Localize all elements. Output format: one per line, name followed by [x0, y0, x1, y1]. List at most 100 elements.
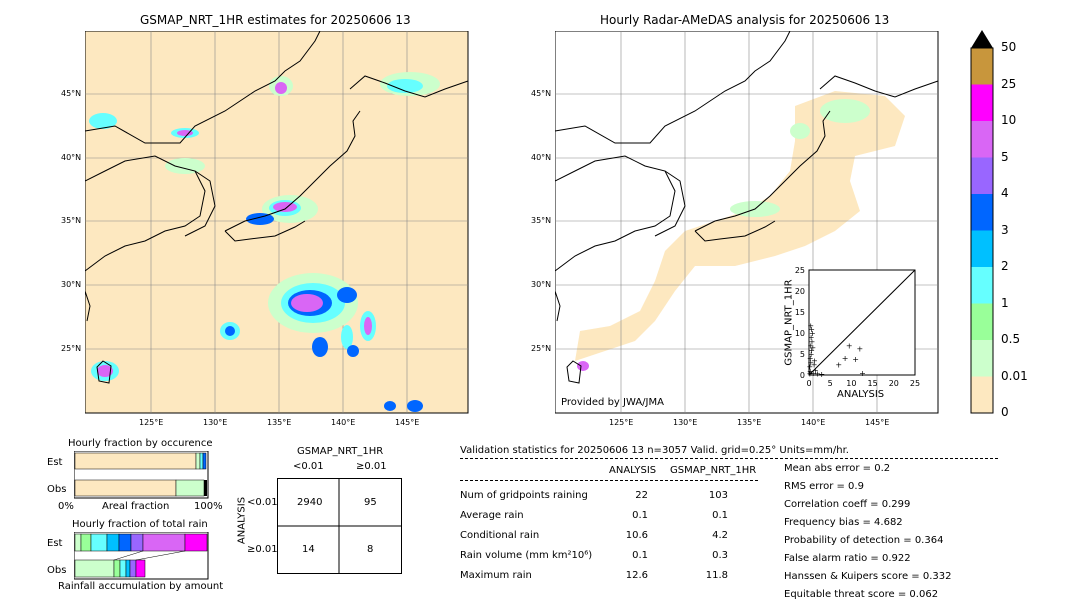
colorbar-label: 25: [1001, 76, 1017, 91]
score-line: False alarm ratio = 0.922: [784, 553, 911, 564]
scatter-xlabel: ANALYSIS: [837, 389, 885, 400]
lat-label: 40°N: [531, 153, 552, 162]
obs-bar-none: [74, 479, 177, 497]
validation-row-analysis: 0.1: [632, 550, 648, 561]
scatter-point: +: [808, 325, 815, 334]
colorbar-label: 2: [1001, 259, 1009, 273]
validation-header: Validation statistics for 20250606 13 n=…: [460, 445, 849, 456]
colorbar-segment: [971, 84, 993, 121]
colorbar-label: 0.01: [1001, 368, 1028, 383]
validation-row-analysis: 22: [635, 490, 648, 501]
est-bar-none: [74, 452, 197, 470]
validation-row-label: Average rain: [460, 510, 524, 521]
scatter-xtick-label: 15: [868, 379, 878, 388]
data-credit: Provided by JWA/JMA: [561, 397, 664, 408]
colorbar-segment: [971, 303, 993, 340]
scatter-point: +: [835, 361, 842, 370]
left-map-coastline: [85, 31, 469, 384]
total-rain-row-est: Est: [47, 538, 63, 549]
validation-row-label: Conditional rain: [460, 530, 540, 541]
lon-label: 135°E: [737, 418, 762, 427]
colorbar-label: 3: [1001, 222, 1009, 237]
lat-label: 30°N: [531, 280, 552, 289]
score-line: Frequency bias = 4.682: [784, 517, 903, 528]
score-line: Correlation coeff = 0.299: [784, 499, 911, 510]
scatter-ytick-label: 10: [795, 329, 805, 338]
scatter-point: +: [852, 355, 859, 364]
total-rain-bars: [74, 532, 209, 580]
lat-label: 40°N: [61, 153, 82, 162]
colorbar-segment: [971, 267, 993, 304]
scatter-point: +: [814, 369, 821, 378]
lon-label: 140°E: [331, 418, 356, 427]
left-map-title: GSMAP_NRT_1HR estimates for 20250606 13: [140, 13, 411, 27]
lat-label: 35°N: [61, 216, 82, 225]
contingency-title: GSMAP_NRT_1HR: [297, 446, 384, 457]
scatter-point: +: [806, 363, 813, 372]
scatter-point: +: [807, 354, 814, 363]
scatter-point: +: [808, 346, 815, 355]
occurrence-axis-left: 0%: [58, 501, 74, 512]
contingency-col-label: ≥0.01: [356, 461, 387, 472]
validation-col-gsmap: GSMAP_NRT_1HR: [670, 465, 757, 476]
lat-label: 45°N: [61, 89, 82, 98]
lon-label: 130°E: [203, 418, 228, 427]
colorbar-segment: [971, 157, 993, 194]
scatter-point: +: [811, 361, 818, 370]
contingency-cell: 14: [302, 544, 315, 555]
scatter-xtick-label: 20: [889, 379, 899, 388]
scatter-point: +: [809, 344, 816, 353]
validation-row-label: Maximum rain: [460, 570, 532, 581]
occurrence-axis-right: 100%: [194, 501, 223, 512]
validation-row-analysis: 12.6: [625, 570, 648, 581]
validation-row-gsmap: 0.3: [712, 550, 728, 561]
occurrence-axis-mid: Areal fraction: [102, 501, 170, 512]
lat-label: 35°N: [531, 216, 552, 225]
colorbar-segment: [971, 230, 993, 267]
scatter-point: +: [812, 366, 819, 375]
colorbar-label: 10: [1001, 113, 1017, 127]
contingency-cell: 2940: [297, 497, 323, 508]
scatter-point: +: [809, 329, 816, 338]
scatter-ytick-label: 20: [795, 287, 805, 296]
right-map-coverage: [575, 91, 905, 361]
contingency-grid: [277, 478, 402, 574]
occurrence-bars: [74, 451, 209, 499]
colorbar-segment: [971, 194, 993, 231]
score-line: Equitable threat score = 0.062: [784, 589, 939, 600]
scatter-point: +: [807, 342, 814, 351]
scatter-ylabel: GSMAP_NRT_1HR: [783, 279, 795, 366]
scatter-xtick-label: 5: [828, 379, 833, 388]
validation-row-gsmap: 103: [708, 490, 728, 501]
contingency-side-label: ANALYSIS: [236, 496, 248, 545]
lon-label: 135°E: [267, 418, 292, 427]
scatter-ytick-label: 25: [795, 266, 805, 275]
scatter-ytick-label: 5: [800, 350, 805, 359]
right-map-title: Hourly Radar-AMeDAS analysis for 2025060…: [600, 13, 890, 27]
scatter-point: +: [807, 358, 814, 367]
scatter-point: +: [818, 370, 825, 379]
scatter-ytick-label: 0: [800, 371, 805, 380]
total-rain-title: Hourly fraction of total rain: [72, 519, 208, 530]
lon-label: 125°E: [609, 418, 634, 427]
colorbar-label: 0.5: [1001, 332, 1021, 346]
validation-row-gsmap: 11.8: [705, 570, 728, 581]
score-line: RMS error = 0.9: [784, 481, 864, 492]
validation-row-analysis: 10.6: [625, 530, 648, 541]
lat-label: 25°N: [61, 344, 82, 353]
left-map-rain-patches: [89, 72, 440, 412]
validation-row-label: Num of gridpoints raining: [460, 490, 588, 501]
lon-label: 140°E: [801, 418, 826, 427]
right-map-coastline: [555, 31, 939, 384]
scatter-point: +: [859, 369, 866, 378]
contingency-cell: 95: [364, 497, 377, 508]
lat-label: 25°N: [531, 344, 552, 353]
one-to-one-line: [808, 269, 916, 376]
scatter-point: +: [807, 321, 814, 330]
total-rain-footer: Rainfall accumulation by amount: [58, 581, 224, 592]
colorbar-label: 1: [1001, 295, 1009, 310]
validation-row-analysis: 0.1: [632, 510, 648, 521]
scatter-point: +: [810, 369, 817, 378]
lon-label: 130°E: [673, 418, 698, 427]
